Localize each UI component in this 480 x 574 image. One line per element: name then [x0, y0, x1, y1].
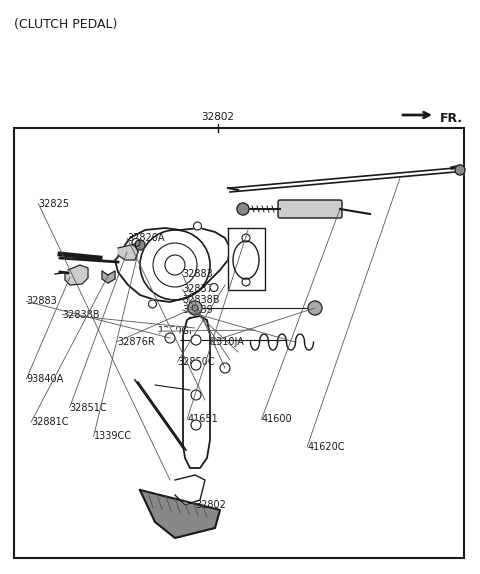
Circle shape	[135, 240, 145, 250]
Text: FR.: FR.	[440, 111, 463, 125]
Circle shape	[188, 301, 202, 315]
Text: 41620C: 41620C	[307, 441, 345, 452]
Text: 1310JA: 1310JA	[211, 336, 245, 347]
Circle shape	[191, 335, 201, 345]
Polygon shape	[175, 475, 205, 505]
Bar	[14, 128, 464, 558]
Text: 32837: 32837	[182, 284, 213, 294]
Text: 32838B: 32838B	[182, 294, 220, 305]
Circle shape	[210, 284, 218, 292]
Text: 93840A: 93840A	[26, 374, 64, 384]
Text: 32851C: 32851C	[70, 402, 107, 413]
Circle shape	[191, 360, 201, 370]
Circle shape	[191, 420, 201, 430]
Polygon shape	[228, 228, 265, 290]
Text: (CLUTCH PEDAL): (CLUTCH PEDAL)	[14, 18, 118, 31]
Text: 32850C: 32850C	[178, 356, 215, 367]
Circle shape	[193, 222, 202, 230]
Text: 32876R: 32876R	[118, 336, 156, 347]
Text: 1360GH: 1360GH	[158, 326, 198, 336]
Circle shape	[237, 203, 249, 215]
Polygon shape	[115, 228, 230, 302]
Text: 32802: 32802	[202, 112, 235, 122]
Circle shape	[191, 390, 201, 400]
Circle shape	[148, 300, 156, 308]
Circle shape	[215, 358, 235, 378]
Text: 32825: 32825	[38, 199, 70, 209]
Circle shape	[132, 239, 140, 246]
Text: 32820A: 32820A	[127, 233, 165, 243]
Polygon shape	[118, 244, 138, 260]
Circle shape	[190, 323, 200, 333]
Text: 41651: 41651	[187, 414, 218, 424]
Polygon shape	[102, 271, 115, 283]
Text: 32838B: 32838B	[62, 309, 100, 320]
Polygon shape	[183, 316, 210, 468]
Text: 32839: 32839	[182, 305, 213, 315]
Text: 41600: 41600	[262, 414, 292, 424]
Circle shape	[308, 301, 322, 315]
Polygon shape	[65, 265, 88, 285]
Text: 32883: 32883	[26, 296, 57, 307]
Circle shape	[233, 347, 243, 357]
Text: 32802: 32802	[196, 500, 227, 510]
Circle shape	[455, 165, 465, 175]
Polygon shape	[140, 490, 220, 538]
Text: 32881C: 32881C	[31, 417, 69, 427]
Text: 32883: 32883	[182, 269, 213, 280]
Text: 1339CC: 1339CC	[94, 431, 132, 441]
Circle shape	[160, 328, 180, 348]
FancyBboxPatch shape	[278, 200, 342, 218]
